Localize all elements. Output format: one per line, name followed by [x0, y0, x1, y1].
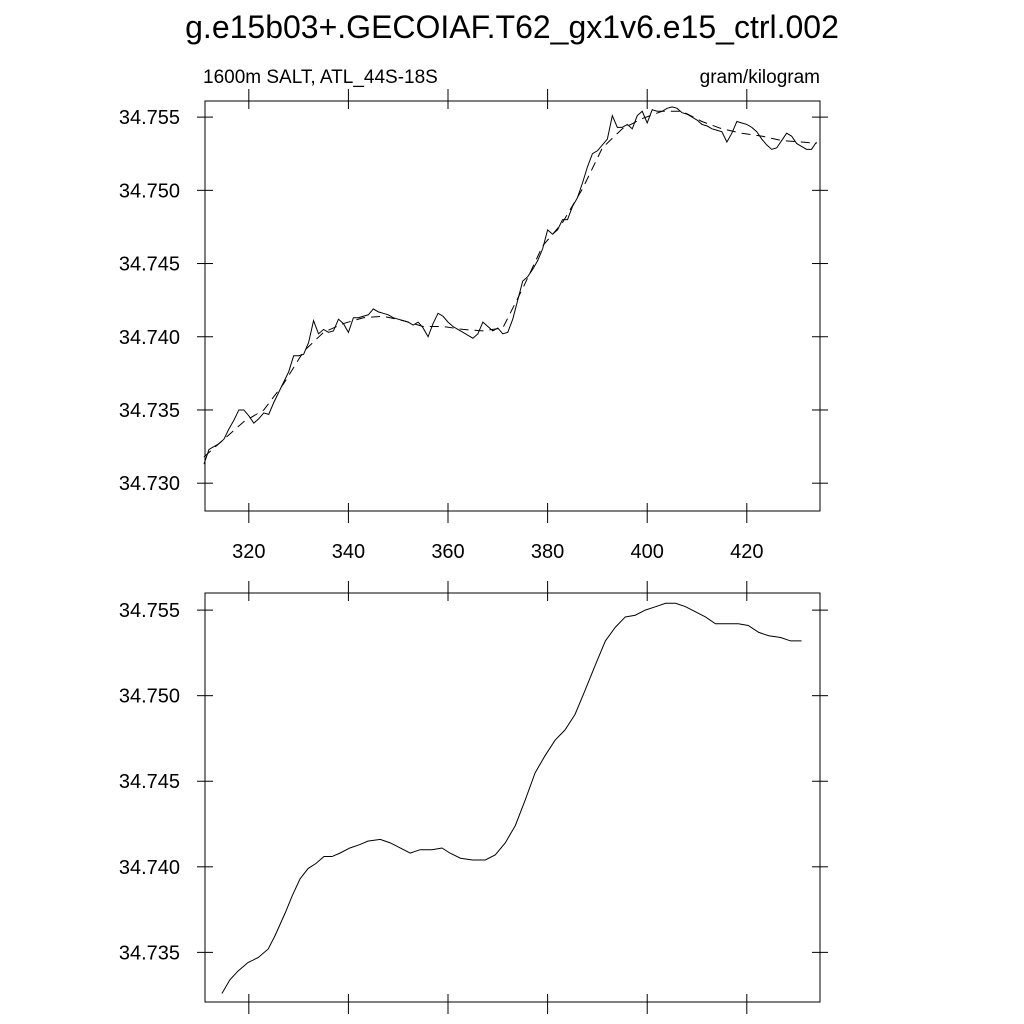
y-tick-label: 34.745	[119, 771, 180, 793]
y-tick-label: 34.730	[119, 473, 180, 495]
y-tick-label: 34.735	[119, 942, 180, 964]
y-tick-label: 34.740	[119, 327, 180, 349]
plot-frame	[204, 100, 821, 512]
left-label: 1600m SALT, ATL_44S-18S	[203, 67, 438, 88]
x-tick-label: 400	[631, 541, 664, 563]
y-tick-label: 34.750	[119, 686, 180, 708]
data-line	[203, 106, 817, 465]
figure-title: g.e15b03+.GECOIAF.T62_gx1v6.e15_ctrl.002	[185, 9, 839, 45]
x-tick-label: 380	[531, 541, 564, 563]
x-tick-label: 360	[431, 541, 464, 563]
data-line	[203, 110, 817, 458]
x-tick-label: 340	[332, 541, 365, 563]
right-label: gram/kilogram	[700, 67, 820, 88]
y-tick-label: 34.755	[119, 600, 180, 622]
y-tick-label: 34.740	[119, 857, 180, 879]
y-tick-label: 34.745	[119, 254, 180, 276]
y-tick-label: 34.750	[119, 180, 180, 202]
y-tick-label: 34.735	[119, 400, 180, 422]
y-tick-label: 34.755	[119, 107, 180, 129]
plot-frame	[204, 592, 821, 1003]
x-tick-label: 420	[730, 541, 763, 563]
x-tick-label: 320	[232, 541, 265, 563]
data-line	[221, 602, 802, 994]
